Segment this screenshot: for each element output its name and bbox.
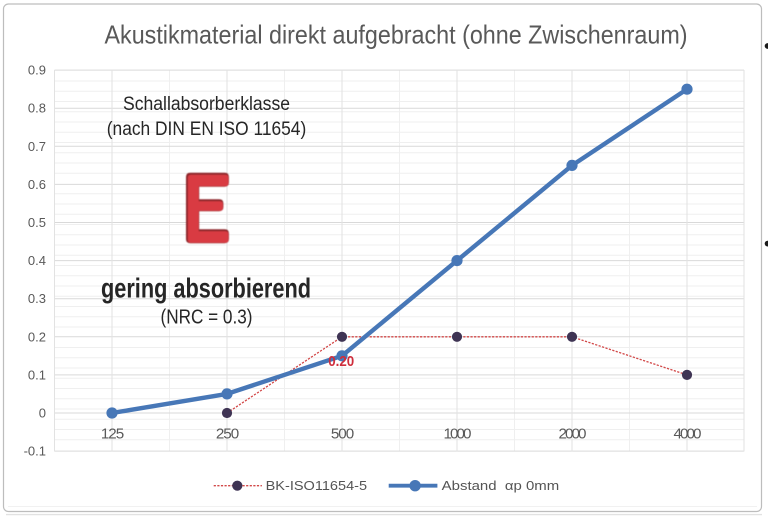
svg-text:0.9: 0.9: [28, 63, 46, 78]
svg-text:125: 125: [101, 425, 124, 442]
svg-text:0.4: 0.4: [28, 253, 46, 268]
svg-text:4000: 4000: [674, 425, 702, 442]
svg-text:(NRC = 0.3): (NRC = 0.3): [161, 307, 253, 329]
svg-text:BK-ISO11654-5: BK-ISO11654-5: [266, 478, 368, 493]
svg-text:gering absorbierend: gering absorbierend: [101, 273, 311, 304]
svg-text:Abstand αp 0mm: Abstand αp 0mm: [442, 478, 560, 493]
svg-text:(nach DIN EN ISO 11654): (nach DIN EN ISO 11654): [107, 119, 307, 140]
svg-text:1000: 1000: [444, 425, 472, 442]
svg-text:0.3: 0.3: [28, 291, 46, 306]
svg-text:0.6: 0.6: [28, 177, 46, 192]
svg-text:250: 250: [216, 425, 239, 442]
svg-text:0.8: 0.8: [28, 101, 46, 116]
svg-text:0.20: 0.20: [328, 353, 354, 370]
svg-text:2000: 2000: [559, 425, 587, 442]
svg-text:-0.1: -0.1: [24, 444, 46, 459]
svg-text:500: 500: [331, 425, 354, 442]
svg-text:0.5: 0.5: [28, 215, 46, 230]
svg-text:0: 0: [39, 406, 46, 421]
svg-text:Schallabsorberklasse: Schallabsorberklasse: [123, 94, 290, 115]
svg-text:0.2: 0.2: [28, 329, 46, 344]
svg-text:0.1: 0.1: [28, 367, 46, 382]
svg-text:0.7: 0.7: [28, 139, 46, 154]
svg-text:Akustikmaterial direkt aufgebr: Akustikmaterial direkt aufgebracht (ohne…: [105, 20, 688, 50]
